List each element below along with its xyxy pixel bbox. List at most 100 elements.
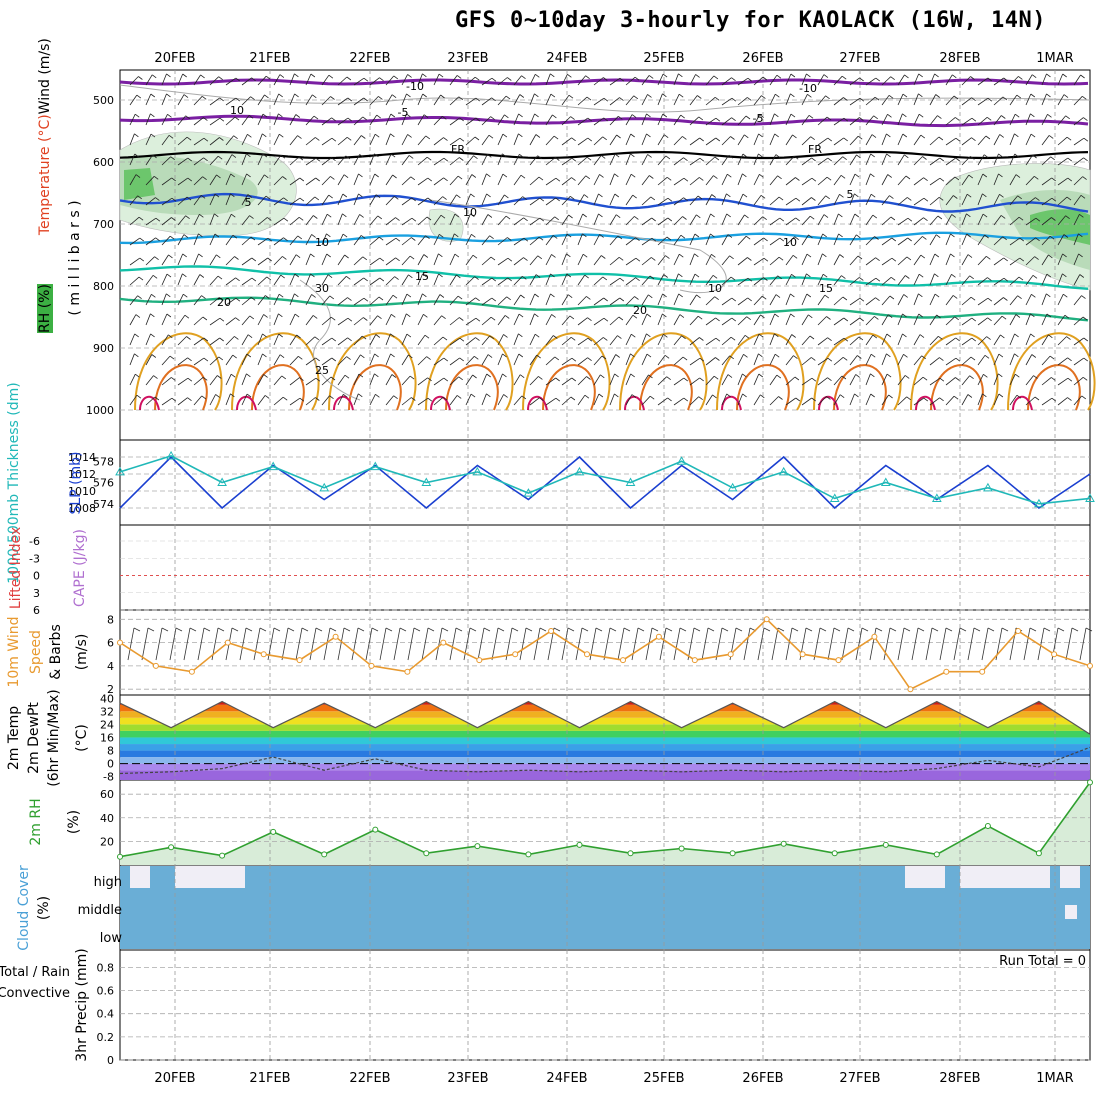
wind-barb bbox=[161, 254, 169, 266]
wind-barb bbox=[417, 377, 428, 386]
wind-barb-flag bbox=[678, 273, 683, 278]
wind-barb bbox=[977, 277, 988, 286]
wind-barb bbox=[209, 317, 221, 326]
wind-barb bbox=[209, 356, 220, 366]
wind-barb bbox=[545, 314, 552, 326]
wind-barb-flag bbox=[777, 275, 782, 280]
wind-barb bbox=[401, 74, 408, 86]
wind-barb-flag bbox=[1002, 236, 1007, 241]
wind-barb bbox=[1009, 295, 1018, 306]
wind-barb-flag bbox=[315, 377, 321, 382]
wind10-barb bbox=[701, 627, 709, 661]
wind-barb bbox=[529, 93, 535, 106]
wind-barb-flag bbox=[1062, 73, 1067, 78]
wind-barb-flag bbox=[936, 314, 941, 319]
wind-barb-flag bbox=[406, 93, 411, 98]
wind-barb-flag bbox=[934, 293, 940, 298]
wind10-barb-flag bbox=[287, 627, 295, 632]
wind-barb bbox=[913, 134, 922, 146]
wind-barb-flag bbox=[486, 193, 491, 198]
wind-barb-flag bbox=[920, 134, 926, 139]
wind-barb bbox=[305, 357, 316, 366]
wind10-tick: 6 bbox=[107, 637, 114, 650]
wind-barb-flag bbox=[265, 75, 271, 80]
wind-barb-flag bbox=[219, 297, 224, 301]
wind-barb bbox=[977, 393, 983, 406]
date-label-bottom: 20FEB bbox=[154, 1071, 195, 1086]
wind-barb-flag bbox=[1083, 157, 1088, 162]
wind-barb bbox=[705, 137, 717, 146]
isotherm-35 bbox=[721, 395, 742, 411]
wind-barb-flag bbox=[361, 135, 366, 139]
wind-barb bbox=[177, 177, 189, 186]
date-label-bottom: 26FEB bbox=[742, 1071, 783, 1086]
wind-barb-flag bbox=[617, 335, 622, 339]
wind-barb-flag bbox=[681, 335, 686, 340]
wind-barb bbox=[801, 253, 808, 266]
wind-barb-flag bbox=[982, 213, 988, 218]
wind-barb-flag bbox=[438, 73, 444, 78]
wind-barb bbox=[993, 277, 1005, 286]
wind-barb-flag bbox=[635, 237, 640, 242]
wind-barb-flag bbox=[408, 155, 414, 159]
wind-barb bbox=[1041, 73, 1047, 86]
wind-barb bbox=[945, 274, 952, 286]
wind-barb-flag bbox=[249, 315, 255, 320]
wind-barb-flag bbox=[219, 117, 225, 122]
wind-barb bbox=[337, 317, 349, 326]
wind-barb-flag bbox=[539, 217, 545, 222]
wind-barb bbox=[305, 73, 312, 86]
wind-barb bbox=[529, 197, 541, 206]
wind-barb-flag bbox=[427, 177, 433, 182]
wind-barb bbox=[1025, 275, 1034, 286]
wind-barb-flag bbox=[522, 275, 527, 280]
wind10-barb-flag bbox=[217, 627, 225, 632]
wind-barb-flag bbox=[491, 297, 497, 302]
wind-barb-flag bbox=[331, 337, 337, 342]
wind-barb bbox=[769, 275, 779, 286]
wind-barb bbox=[977, 77, 989, 86]
cloud-clear bbox=[960, 866, 1020, 888]
wind-barb-flag bbox=[283, 217, 289, 222]
wind-barb bbox=[929, 234, 937, 246]
wind-barb bbox=[961, 356, 972, 366]
wind-barb bbox=[577, 317, 588, 326]
wind-barb bbox=[753, 257, 765, 266]
wind-barb bbox=[737, 153, 744, 166]
wind-barb-flag bbox=[983, 154, 989, 159]
wind-barb-flag bbox=[361, 335, 367, 340]
wind-barb bbox=[353, 97, 364, 106]
wind-barb bbox=[449, 357, 460, 366]
wind-barb-flag bbox=[538, 236, 544, 241]
wind-barb-flag bbox=[615, 354, 620, 358]
wind-barb bbox=[209, 254, 217, 266]
wind-barb bbox=[289, 73, 295, 86]
wind-barb bbox=[465, 297, 476, 306]
date-label-bottom: 27FEB bbox=[839, 1071, 880, 1086]
wind-barb bbox=[433, 357, 445, 366]
wind-barb-flag bbox=[362, 256, 368, 261]
wind-barb bbox=[657, 397, 668, 406]
isotherm-25 bbox=[522, 332, 611, 411]
wind-barb-flag bbox=[1030, 313, 1035, 318]
wind-barb bbox=[145, 396, 156, 406]
wind-barb bbox=[801, 157, 812, 166]
wind-barb bbox=[193, 233, 199, 246]
wind-barb bbox=[241, 315, 251, 326]
wind-barb bbox=[385, 353, 391, 366]
wind10-barb bbox=[617, 627, 625, 661]
wind10-barb bbox=[743, 627, 751, 661]
wind-barb-flag bbox=[699, 157, 705, 162]
wind-barb-flag bbox=[438, 253, 443, 258]
wind-barb-flag bbox=[731, 317, 737, 322]
wind-barb-flag bbox=[1018, 216, 1024, 221]
wind-barb bbox=[257, 353, 263, 366]
wind-barb-flag bbox=[326, 213, 332, 218]
slp-tick: 1012 bbox=[68, 468, 96, 481]
wind-barb-flag bbox=[841, 275, 846, 279]
wind-barb-flag bbox=[665, 155, 671, 160]
wind-barb bbox=[289, 114, 297, 126]
page-title: GFS 0~10day 3-hourly for KAOLACK (16W, 1… bbox=[455, 8, 1047, 33]
wind-barb bbox=[193, 376, 204, 386]
wind-barb-flag bbox=[759, 173, 764, 178]
